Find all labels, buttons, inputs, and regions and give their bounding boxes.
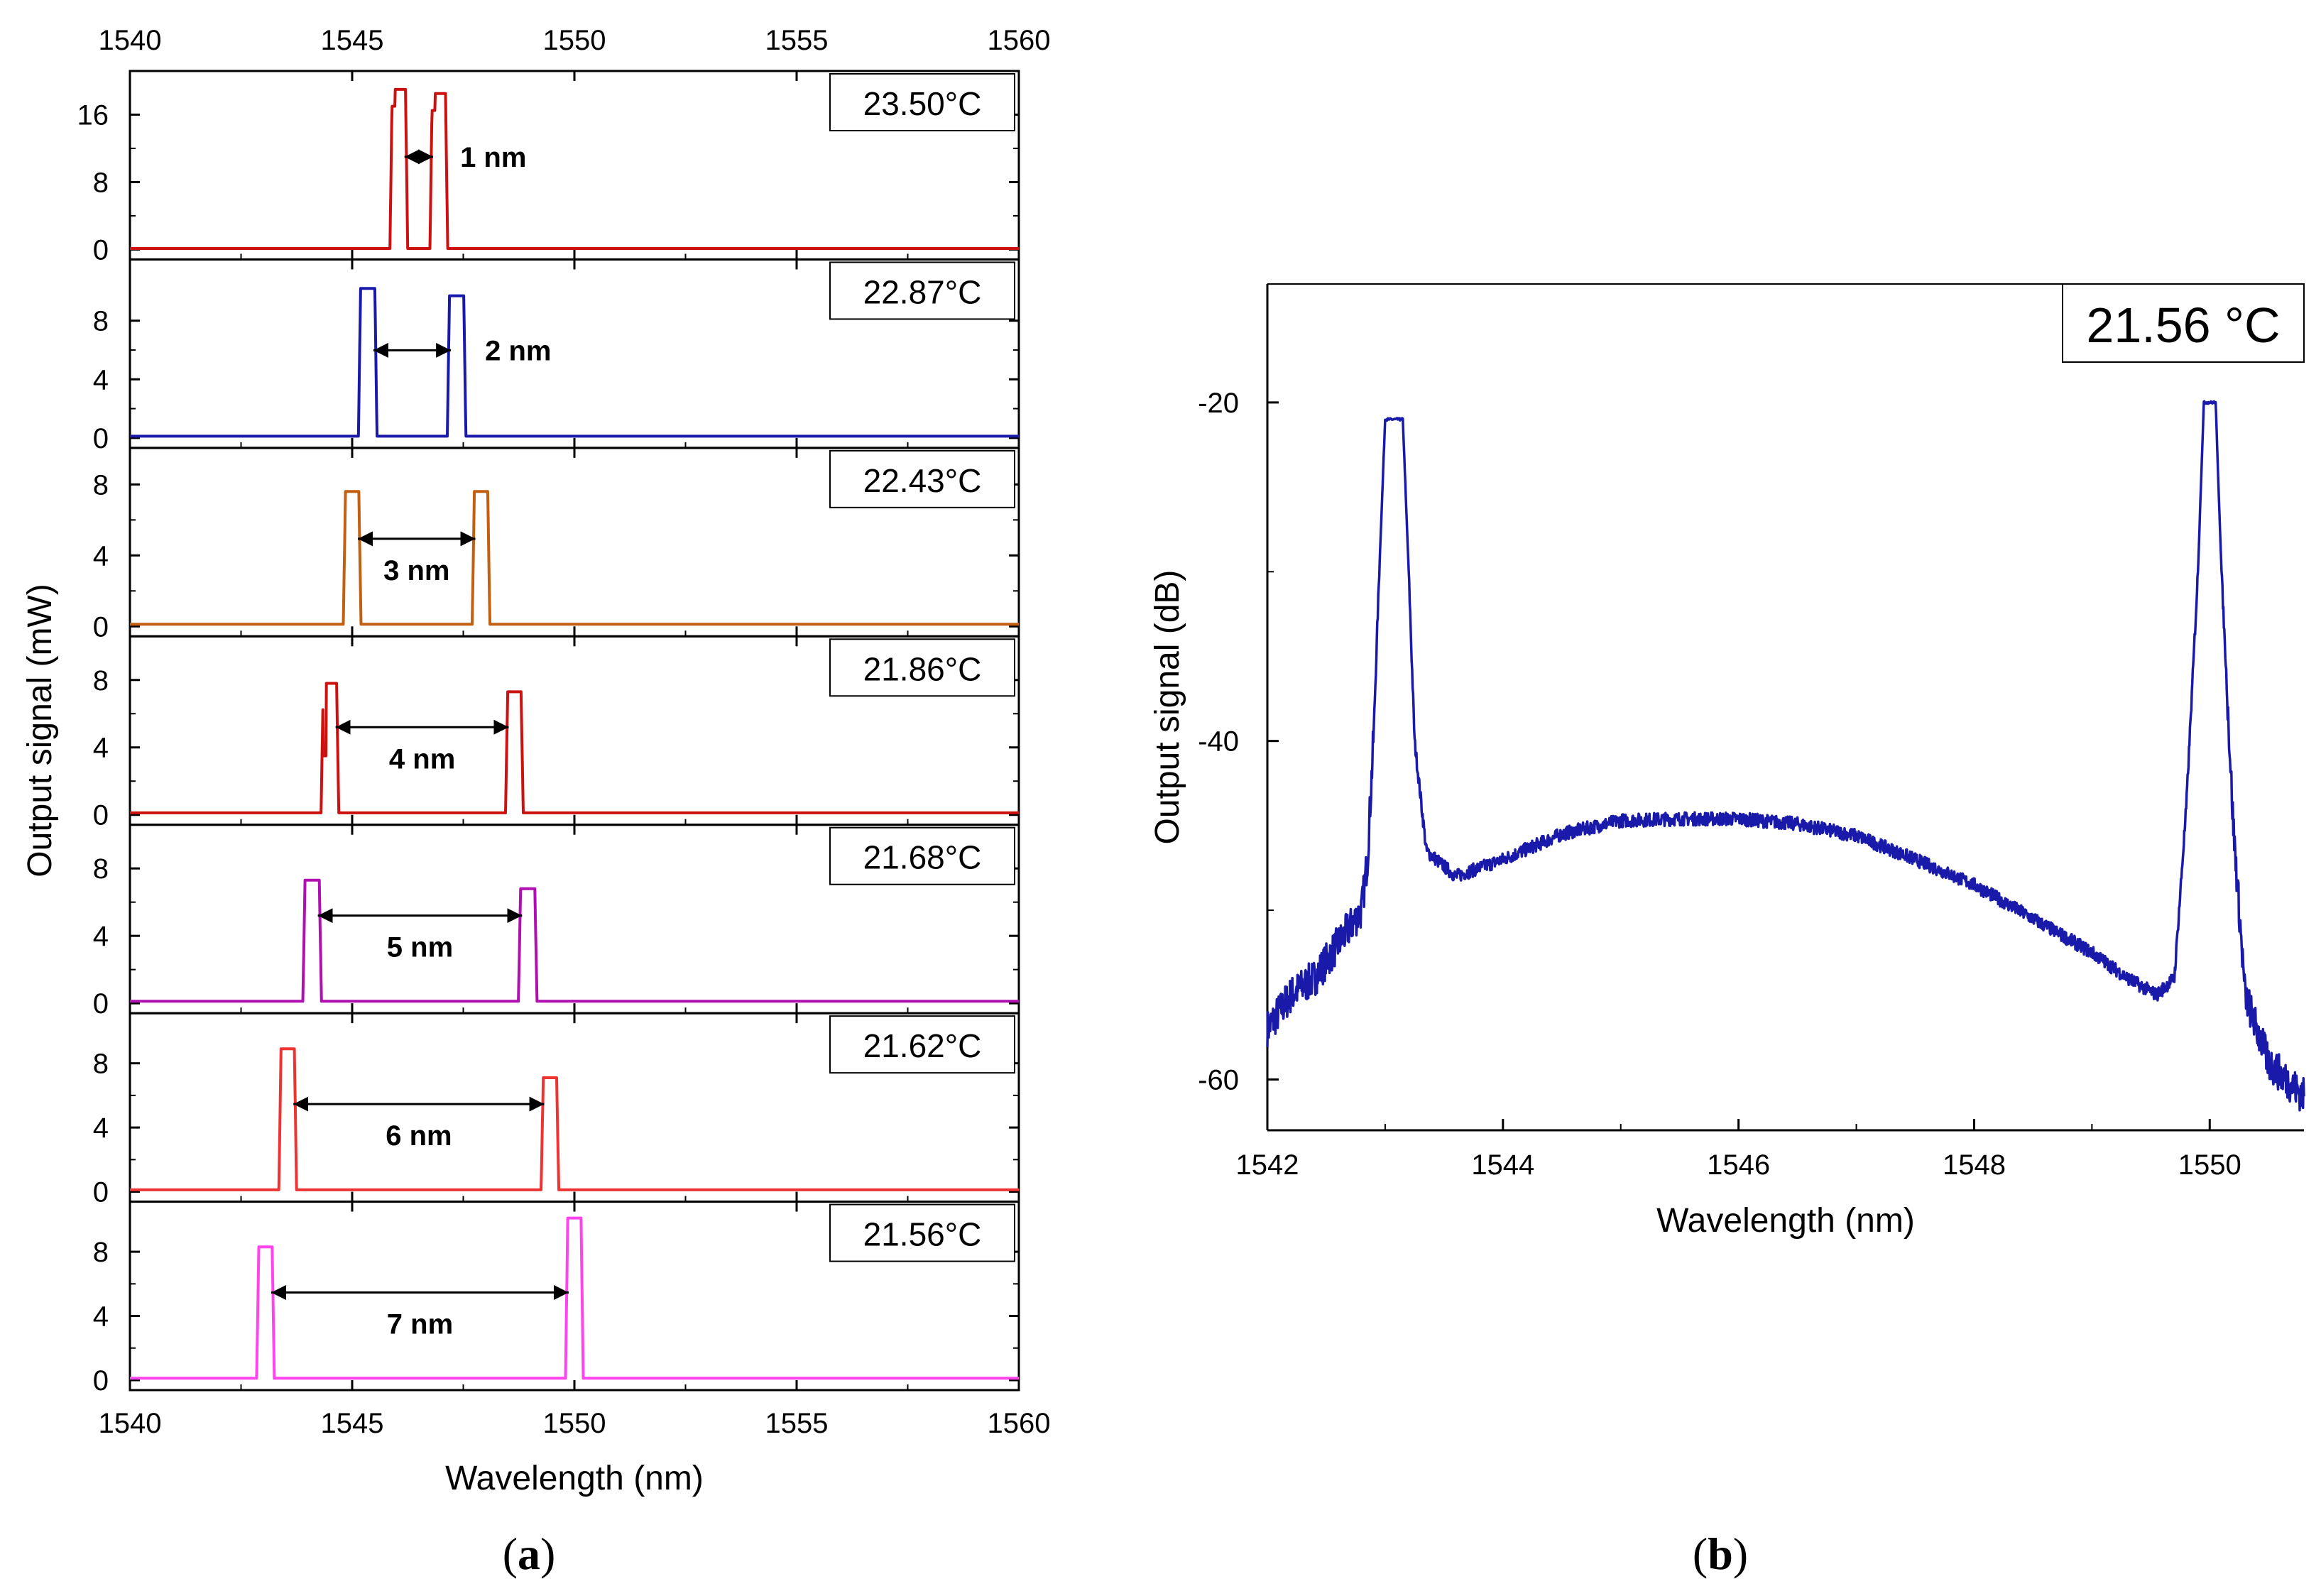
spectrum-line	[129, 878, 1020, 1003]
y-tick-label: 0	[93, 800, 109, 831]
separation-label: 1 nm	[460, 142, 526, 173]
temperature-label: 22.43°C	[863, 462, 982, 499]
separation-label: 3 nm	[383, 555, 449, 586]
y-tick-label: -20	[1198, 388, 1239, 419]
x-tick-label-bottom: 1555	[765, 1408, 829, 1439]
spectrum-line	[129, 287, 1020, 438]
x-tick-label-top: 1540	[99, 25, 162, 56]
x-tick-label: 1544	[1471, 1149, 1534, 1181]
caption-b: (b)	[1693, 1529, 1748, 1579]
temperature-box	[829, 638, 1015, 697]
y-tick-label: 0	[93, 611, 109, 643]
temperature-label: 21.56°C	[863, 1216, 982, 1253]
temperature-box	[829, 826, 1015, 885]
y-tick-label: 4	[93, 733, 109, 764]
y-tick-label: 4	[93, 1301, 109, 1333]
y-axis-title: Output signal (mW)	[21, 584, 59, 877]
x-tick-label: 1550	[2178, 1149, 2241, 1181]
y-tick-label: 4	[93, 540, 109, 572]
y-tick-label: -60	[1198, 1064, 1239, 1095]
x-tick-label-bottom: 1545	[321, 1408, 384, 1439]
separation-label: 4 nm	[389, 743, 455, 775]
x-axis-title: Wavelength (nm)	[445, 1460, 704, 1497]
y-tick-label: -40	[1198, 726, 1239, 758]
x-tick-label-bottom: 1540	[99, 1408, 162, 1439]
panel-a-chart: 0 8 16 1 nm 23.50°C 0 4 8 2 nm 22.87°C 0 4 8 3 nm 22.4…	[21, 25, 1050, 1497]
y-tick-label: 0	[93, 988, 109, 1020]
x-tick-label-top: 1550	[543, 25, 606, 56]
y-tick-label: 16	[77, 99, 109, 131]
separation-label: 2 nm	[485, 335, 551, 366]
temperature-box	[829, 73, 1015, 131]
y-tick-label: 4	[93, 921, 109, 952]
separation-label: 6 nm	[386, 1120, 452, 1152]
x-axis-title: Wavelength (nm)	[1656, 1202, 1915, 1240]
temperature-box	[829, 261, 1015, 320]
subplot-4: 0 4 8 4 nm 21.86°C	[93, 635, 1020, 831]
y-tick-label: 8	[93, 306, 109, 337]
panel-b-chart: -60 -40 -20 1542 1544 1546 1548 1550 21.56 °C Wav…	[1149, 283, 2305, 1240]
separation-label: 7 nm	[387, 1309, 453, 1340]
subplot-5: 0 4 8 5 nm 21.68°C	[93, 824, 1020, 1020]
y-tick-label: 8	[93, 853, 109, 885]
y-tick-label: 0	[93, 1365, 109, 1396]
x-tick-label-top: 1555	[765, 25, 829, 56]
temperature-label: 21.56 °C	[2086, 297, 2280, 353]
y-tick-label: 8	[93, 1237, 109, 1268]
y-tick-label: 8	[93, 167, 109, 198]
subplot-1: 0 8 16 1 nm 23.50°C	[77, 70, 1020, 266]
temperature-box	[829, 449, 1015, 508]
spectrum-line	[129, 87, 1020, 250]
x-tick-label-bottom: 1560	[988, 1408, 1051, 1439]
subplot-3: 0 4 8 3 nm 22.43°C	[93, 447, 1020, 643]
x-tick-label: 1546	[1707, 1149, 1770, 1181]
temperature-label: 22.87°C	[863, 273, 982, 310]
temperature-label: 23.50°C	[863, 85, 982, 122]
y-tick-label: 4	[93, 1113, 109, 1144]
y-tick-label: 0	[93, 1177, 109, 1208]
spectrum-line	[129, 1047, 1020, 1191]
y-tick-label: 4	[93, 364, 109, 395]
x-tick-label-top: 1545	[321, 25, 384, 56]
temperature-box	[2062, 283, 2305, 363]
subplot-2: 0 4 8 2 nm 22.87°C	[93, 258, 1020, 454]
y-tick-label: 8	[93, 1049, 109, 1080]
temperature-label: 21.68°C	[863, 839, 982, 876]
subplot-6: 0 4 8 6 nm 21.62°C	[93, 1012, 1020, 1208]
temperature-box	[829, 1203, 1015, 1262]
temperature-label: 21.86°C	[863, 650, 982, 687]
y-tick-label: 8	[93, 665, 109, 696]
x-tick-label: 1542	[1236, 1149, 1299, 1181]
y-tick-label: 8	[93, 469, 109, 501]
spectrum-line	[129, 1216, 1020, 1380]
y-tick-label: 0	[93, 234, 109, 266]
temperature-box	[829, 1015, 1015, 1074]
x-tick-label: 1548	[1943, 1149, 2006, 1181]
y-axis-title: Output signal (dB)	[1149, 570, 1186, 845]
y-tick-label: 0	[93, 423, 109, 454]
spectrum-line	[129, 682, 1020, 814]
separation-label: 5 nm	[387, 932, 453, 963]
temperature-label: 21.62°C	[863, 1027, 982, 1064]
spectrum-line-db	[1266, 400, 2305, 1112]
x-tick-label-top: 1560	[988, 25, 1051, 56]
x-tick-label-bottom: 1550	[543, 1408, 606, 1439]
caption-a: (a)	[503, 1529, 556, 1579]
spectrum-line	[129, 490, 1020, 626]
subplot-7: 0 4 8 7 nm 21.56°C	[93, 1201, 1020, 1396]
